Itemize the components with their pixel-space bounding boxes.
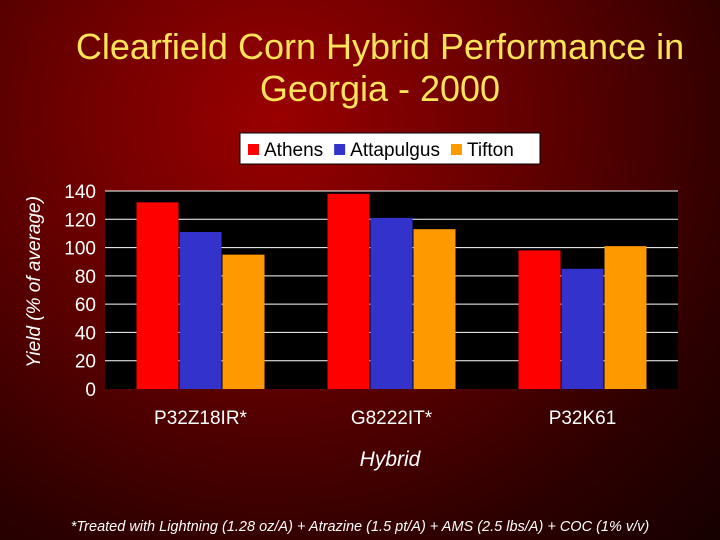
y-tick-label: 40 xyxy=(75,323,96,344)
x-tick-labels: P32Z18IR* G8222IT* P32K61 xyxy=(154,408,616,429)
bar-athens-1 xyxy=(136,202,179,389)
y-axis-label: Yield (% of average) xyxy=(24,196,45,368)
legend-label-athens: Athens xyxy=(264,140,323,161)
bar-tifton-2 xyxy=(413,229,456,389)
bar-athens-2 xyxy=(327,193,370,389)
x-axis-label: Hybrid xyxy=(360,448,422,471)
legend-label-tifton: Tifton xyxy=(467,140,514,161)
legend: Athens Attapulgus Tifton xyxy=(239,132,541,165)
bar-attapulgus-2 xyxy=(370,217,413,389)
chart-title-line-2: Georgia - 2000 xyxy=(259,68,501,109)
bars xyxy=(136,193,647,389)
y-tick-label: 60 xyxy=(75,295,96,316)
bar-tifton-1 xyxy=(222,254,265,389)
y-tick-labels: 0 20 40 60 80 100 120 140 xyxy=(64,182,96,401)
chart-title-line-1: Clearfield Corn Hybrid Performance in xyxy=(75,26,685,67)
bar-attapulgus-3 xyxy=(561,268,604,389)
legend-label-attapulgus: Attapulgus xyxy=(350,140,440,161)
y-tick-label: 80 xyxy=(75,267,96,288)
legend-swatch-athens xyxy=(248,144,259,155)
y-tick-label: 140 xyxy=(64,182,96,203)
chart-title: Clearfield Corn Hybrid Performance in Ge… xyxy=(40,26,720,110)
y-tick-label: 20 xyxy=(75,352,96,373)
bar-tifton-3 xyxy=(604,246,647,389)
x-tick-label: G8222IT* xyxy=(351,408,433,429)
legend-swatch-tifton xyxy=(450,144,462,155)
footnote: *Treated with Lightning (1.28 oz/A) + At… xyxy=(70,519,650,535)
bar-athens-3 xyxy=(518,250,561,389)
legend-swatch-attapulgus xyxy=(334,144,346,155)
bar-attapulgus-1 xyxy=(179,232,222,389)
x-tick-label: P32Z18IR* xyxy=(154,408,248,429)
x-tick-label: P32K61 xyxy=(549,408,617,429)
y-tick-label: 0 xyxy=(85,380,96,401)
y-tick-label: 100 xyxy=(64,239,96,260)
legend-box xyxy=(239,132,541,165)
y-tick-label: 120 xyxy=(64,210,96,231)
